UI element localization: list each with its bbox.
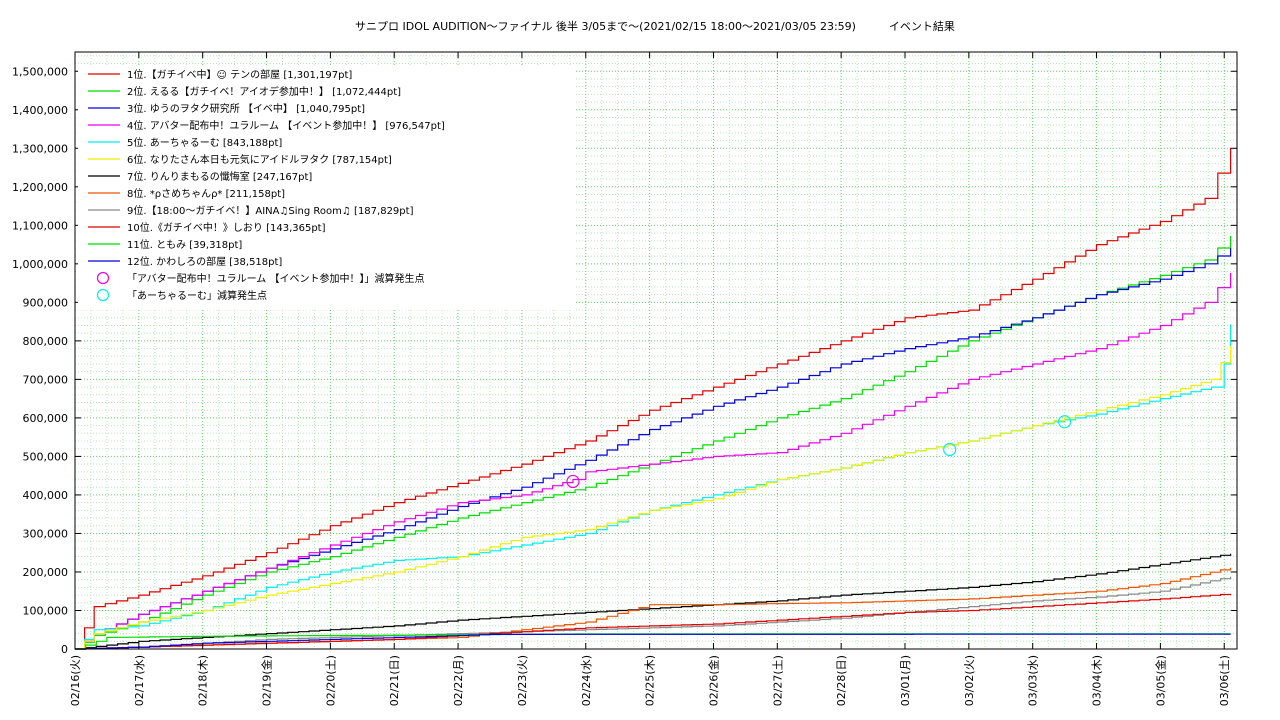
y-tick-label: 700,000 (23, 373, 69, 386)
legend-label: 8位. *ρさめちゃんρ* [211,158pt] (127, 187, 285, 200)
annotation-markers (566, 415, 1072, 489)
legend-label: 5位. あーちゃるーむ [843,188pt] (127, 136, 282, 149)
legend-label: 2位. えるる【ガチイベ！アイオデ参加中！】 [1,072,444pt] (127, 85, 401, 98)
series-lines (75, 147, 1232, 650)
x-tick-label: 02/25(木) (644, 655, 657, 706)
series-line-9 (75, 576, 1232, 650)
series-line-6 (75, 345, 1232, 650)
x-tick-label: 02/28(日) (835, 655, 848, 706)
annotation-marker-2 (943, 442, 957, 457)
plot-frame (74, 51, 1238, 650)
x-tick-label: 02/19(金) (260, 655, 274, 706)
annotation-marker-2 (1058, 415, 1072, 429)
y-tick-label: 1,000,000 (12, 258, 68, 271)
x-tick-label: 02/16(火) (69, 655, 82, 706)
x-tick-label: 02/23(火) (516, 655, 529, 706)
legend-label: 1位.【ガチイベ中】☺ テンの部屋 [1,301,197pt] (127, 68, 352, 81)
y-tick-label: 900,000 (23, 296, 69, 309)
y-tick-label: 400,000 (23, 489, 69, 502)
y-tick-label: 800,000 (23, 335, 69, 348)
series-line-12 (75, 633, 1231, 650)
legend: 1位.【ガチイベ中】☺ テンの部屋 [1,301,197pt] 2位. えるる【ガ… (78, 66, 574, 310)
y-tick-label: 1,300,000 (12, 142, 68, 155)
legend-label: 3位. ゆうのヲタク研究所 【イベ中】 [1,040,795pt] (127, 102, 365, 115)
y-tick-label: 300,000 (23, 527, 69, 540)
legend-annotation-label: 「アバター配布中！ユラルーム 【イベント参加中！】」減算発生点 (127, 272, 424, 285)
x-tick-label: 02/17(水) (133, 655, 146, 706)
series-line-1 (75, 147, 1232, 650)
y-tick-label: 1,200,000 (12, 181, 68, 194)
x-tick-label: 03/01(月) (899, 655, 912, 706)
series-line-10 (75, 593, 1232, 650)
y-tick-label: 1,400,000 (12, 104, 68, 117)
legend-box (78, 66, 574, 310)
legend-marker (96, 288, 110, 302)
legend-label: 6位. なりたさん本日も元気にアイドルヲタク [787,154pt] (127, 153, 392, 166)
legend-label: 11位. ともみ [39,318pt] (127, 238, 242, 251)
y-tick-label: 0 (61, 643, 68, 656)
legend-label: 10位.《ガチイベ中！》しおり [143,365pt] (127, 221, 326, 234)
x-tick-label: 03/06(土) (1218, 655, 1231, 706)
x-tick-label: 03/05(金) (1153, 655, 1167, 706)
x-tick-label: 03/02(火) (963, 655, 976, 706)
series-line-4 (75, 272, 1232, 650)
x-tick-label: 02/20(土) (324, 655, 337, 706)
x-tick-label: 02/18(木) (197, 655, 210, 706)
x-axis: 02/16(火) 02/17(水) 02/18(木) 02/19(金) 02/20(土)… (69, 52, 1231, 706)
x-tick-label: 02/21(日) (388, 655, 401, 706)
legend-annotation-label: 「あーちゃるーむ」減算発生点 (127, 289, 267, 302)
y-tick-label: 1,100,000 (12, 219, 68, 232)
x-tick-label: 02/24(水) (580, 655, 593, 706)
legend-label: 7位. りんりまもるの懺悔室 [247,167pt] (127, 170, 312, 183)
y-tick-label: 1,500,000 (12, 65, 68, 78)
x-tick-label: 02/26(金) (706, 655, 720, 706)
legend-label: 4位. アバター配布中！ユラルーム 【イベント参加中！】 [976,547pt] (127, 119, 445, 132)
y-tick-label: 500,000 (23, 450, 69, 463)
y-tick-label: 600,000 (23, 412, 69, 425)
x-tick-label: 03/03(水) (1027, 655, 1040, 706)
series-line-7 (75, 553, 1232, 650)
y-axis: 0 100,000 200,000 300,000 400,000 500,000 600,… (12, 65, 1237, 656)
y-tick-label: 200,000 (23, 566, 69, 579)
x-tick-label: 02/27(土) (771, 655, 784, 706)
annotation-marker-1 (566, 474, 580, 489)
x-tick-label: 02/22(月) (452, 655, 465, 706)
x-tick-label: 03/04(木) (1091, 655, 1104, 706)
y-tick-label: 100,000 (23, 604, 69, 617)
chart-title: サニプロ IDOL AUDITION〜ファイナル 後半 3/05まで〜(2021… (355, 19, 955, 33)
legend-label: 12位. かわしろの部屋 [38,518pt] (127, 255, 282, 268)
legend-label: 9位.【18:00〜ガチイベ！】AINA♫Sing Room♫ [187,829… (127, 204, 414, 217)
legend-marker (96, 271, 110, 285)
